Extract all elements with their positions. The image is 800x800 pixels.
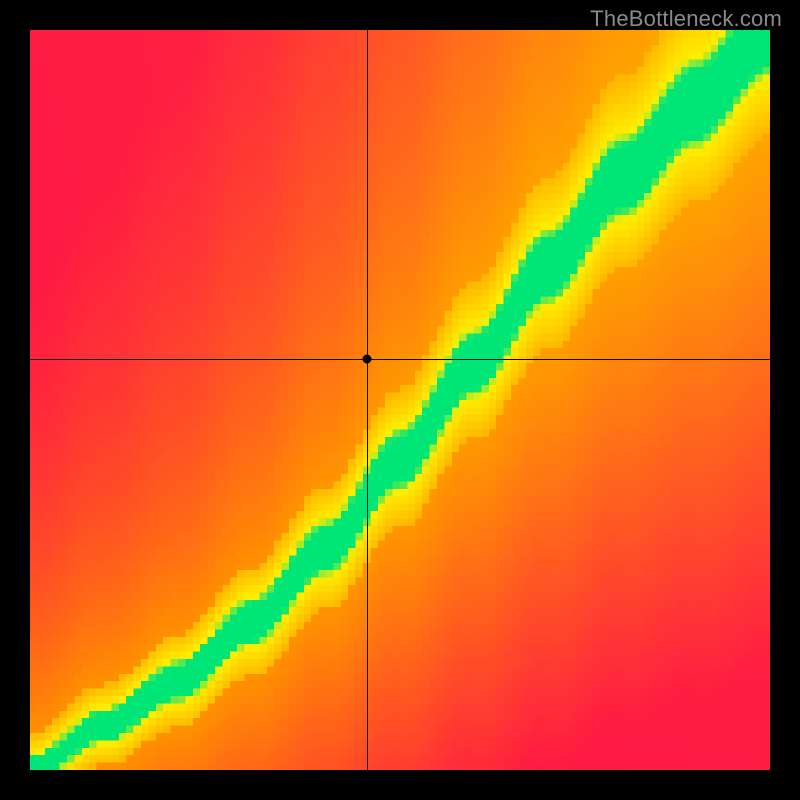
heatmap-plot	[30, 30, 770, 770]
heatmap-canvas	[30, 30, 770, 770]
crosshair-horizontal	[30, 359, 770, 360]
crosshair-dot	[362, 355, 371, 364]
crosshair-vertical	[367, 30, 368, 770]
watermark-text: TheBottleneck.com	[590, 6, 782, 32]
